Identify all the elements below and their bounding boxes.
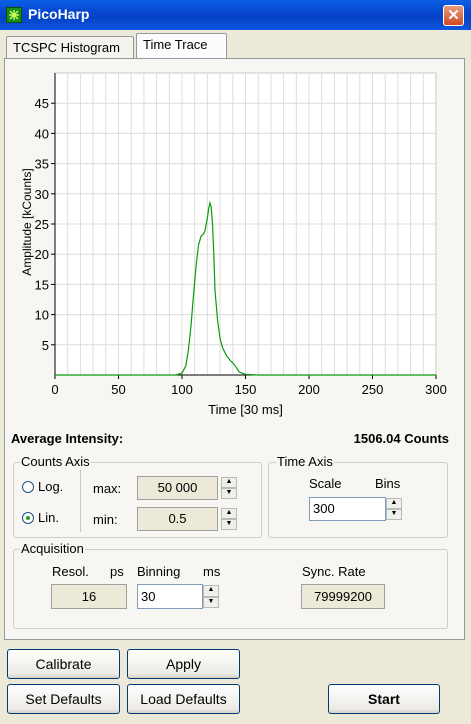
tab-tcspc-histogram[interactable]: TCSPC Histogram [6, 36, 134, 58]
y-tick-label: 40 [35, 126, 49, 141]
lin-radio[interactable] [22, 512, 34, 524]
y-tick-label: 35 [35, 157, 49, 172]
resol-unit: ps [110, 564, 124, 579]
log-label: Log. [38, 479, 64, 494]
log-radio[interactable] [22, 481, 34, 493]
y-tick-label: 15 [35, 277, 49, 292]
counts-axis-group [13, 462, 262, 538]
up-arrow-icon[interactable]: ▲ [221, 477, 237, 488]
min-value-field[interactable]: 0.5 [137, 507, 218, 531]
y-tick-label: 30 [35, 187, 49, 202]
x-tick-label: 100 [171, 382, 193, 397]
x-tick-label: 250 [362, 382, 384, 397]
y-tick-label: 5 [42, 338, 49, 353]
acquisition-title: Acquisition [20, 541, 85, 556]
bins-spinner[interactable]: ▲ ▼ [386, 498, 402, 520]
x-tick-label: 0 [51, 382, 58, 397]
window-title: PicoHarp [28, 6, 90, 22]
average-intensity-label: Average Intensity: [11, 431, 124, 446]
bins-label: Bins [375, 476, 401, 491]
binning-spinner[interactable]: ▲ ▼ [203, 585, 219, 608]
average-intensity-value: 1506.04 Counts [353, 431, 449, 446]
x-tick-label: 50 [111, 382, 125, 397]
lin-label: Lin. [38, 510, 59, 525]
title-bar: PicoHarp ✕ [0, 0, 471, 30]
down-arrow-icon[interactable]: ▼ [221, 488, 237, 499]
up-arrow-icon[interactable]: ▲ [203, 585, 219, 597]
time-axis-bins-input[interactable]: 300 [309, 497, 386, 521]
max-value-field[interactable]: 50 000 [137, 476, 218, 500]
acquisition-group [13, 549, 448, 629]
tab-time-trace[interactable]: Time Trace [136, 33, 227, 58]
app-icon [6, 7, 22, 23]
tab-label: Time Trace [143, 37, 208, 52]
down-arrow-icon[interactable]: ▼ [203, 596, 219, 608]
y-tick-label: 25 [35, 217, 49, 232]
y-tick-label: 45 [35, 96, 49, 111]
y-axis-label: Amplitude [kCounts] [20, 168, 34, 275]
max-label: max: [93, 481, 122, 496]
min-spinner[interactable]: ▲ ▼ [221, 508, 237, 530]
x-axis-label: Time [30 ms] [208, 402, 283, 417]
close-button[interactable]: ✕ [443, 5, 464, 26]
up-arrow-icon[interactable]: ▲ [221, 508, 237, 519]
binning-unit: ms [203, 564, 221, 579]
resolution-field: 16 [51, 584, 127, 609]
time-trace-series-line [55, 200, 436, 376]
counts-axis-title: Counts Axis [20, 454, 91, 469]
binning-input[interactable]: 30 [137, 584, 203, 609]
close-icon: ✕ [447, 7, 460, 24]
time-axis-title: Time Axis [276, 454, 334, 469]
x-tick-label: 300 [425, 382, 447, 397]
calibrate-button[interactable]: Calibrate [7, 649, 120, 679]
max-spinner[interactable]: ▲ ▼ [221, 477, 237, 499]
y-tick-label: 10 [35, 308, 49, 323]
load-defaults-button[interactable]: Load Defaults [127, 684, 240, 714]
down-arrow-icon[interactable]: ▼ [386, 509, 402, 520]
sync-rate-label: Sync. Rate [302, 564, 366, 579]
up-arrow-icon[interactable]: ▲ [386, 498, 402, 509]
scale-label: Scale [309, 476, 342, 491]
divider [80, 470, 81, 532]
resol-label: Resol. [52, 564, 89, 579]
apply-button[interactable]: Apply [127, 649, 240, 679]
binning-label: Binning [137, 564, 181, 579]
sync-rate-field: 79999200 [301, 584, 385, 609]
start-button[interactable]: Start [328, 684, 440, 714]
set-defaults-button[interactable]: Set Defaults [7, 684, 120, 714]
tab-label: TCSPC Histogram [13, 40, 120, 55]
time-trace-chart: 5 10 15 20 25 30 35 40 45 0 50 100 150 200 250 300 Time … [20, 72, 447, 417]
time-axis-group [268, 462, 448, 538]
y-tick-label: 20 [35, 247, 49, 262]
x-tick-label: 150 [235, 382, 257, 397]
down-arrow-icon[interactable]: ▼ [221, 519, 237, 530]
min-label: min: [93, 512, 118, 527]
x-tick-label: 200 [298, 382, 320, 397]
